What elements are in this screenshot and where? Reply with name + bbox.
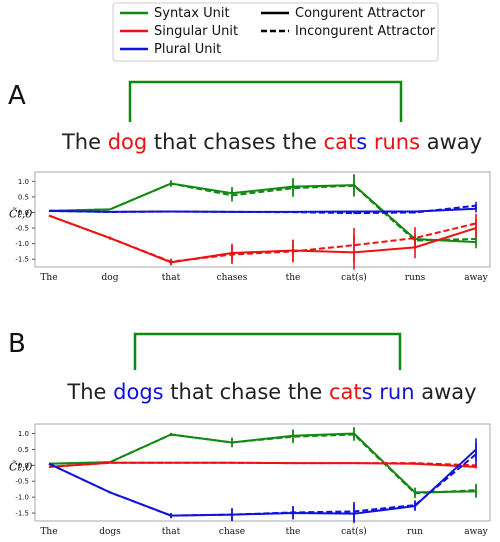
sentence-segment: s	[362, 380, 373, 404]
legend: Syntax Unit Singular Unit Plural Unit Co…	[113, 3, 438, 61]
y-tick-label: -1.0	[15, 240, 29, 248]
y-tick-label: 0.5	[18, 193, 29, 201]
panel-b-sentence: The dogs that chase the cats run away	[66, 380, 476, 404]
x-tick-label: The	[40, 527, 57, 537]
x-tick-label: cat(s)	[341, 526, 367, 537]
x-tick-label: chase	[219, 527, 245, 537]
x-tick-label: runs	[405, 273, 426, 283]
legend-label-syntax: Syntax Unit	[154, 6, 230, 21]
legend-label-plural: Plural Unit	[154, 42, 221, 57]
sentence-segment: away	[415, 380, 477, 404]
sentence-segment: The	[66, 380, 113, 404]
legend-label-incongruent: Incongurent Attractor	[295, 24, 436, 39]
panel-a-letter: A	[8, 81, 26, 111]
x-tick-label: that	[162, 273, 181, 283]
x-tick-label: away	[464, 273, 488, 283]
y-axis-label: C̃t,0	[9, 207, 32, 220]
y-tick-label: -1.0	[15, 494, 29, 502]
series-line-singular-incongruent	[49, 216, 476, 262]
x-tick-label: The	[40, 273, 57, 283]
y-tick-label: -1.5	[15, 256, 29, 264]
sentence-segment: away	[420, 130, 482, 154]
plot-frame	[35, 172, 490, 267]
y-tick-label: -0.5	[15, 478, 29, 486]
sentence-segment: that chases the	[147, 130, 323, 154]
panel-b-dependency-bracket	[135, 334, 400, 370]
sentence-segment: cat	[329, 380, 362, 404]
x-tick-label: dog	[102, 273, 119, 283]
y-tick-label: -0.5	[15, 225, 29, 233]
panel-a-dependency-bracket	[130, 82, 401, 122]
sentence-segment: cat	[324, 130, 357, 154]
panel-b-letter: B	[8, 329, 26, 359]
y-tick-label: 1.0	[18, 178, 29, 186]
sentence-segment: runs	[367, 130, 420, 154]
panel-a-sentence: The dog that chases the cats runs away	[61, 130, 482, 154]
y-tick-label: 0.5	[18, 446, 29, 454]
x-tick-label: run	[407, 527, 423, 537]
sentence-segment: The	[61, 130, 108, 154]
sentence-segment: dogs	[113, 380, 163, 404]
y-tick-label: -1.5	[15, 510, 29, 518]
x-tick-label: the	[286, 527, 301, 537]
x-tick-label: away	[464, 527, 488, 537]
x-tick-label: that	[162, 527, 181, 537]
x-tick-label: the	[286, 273, 301, 283]
sentence-segment: that chase the	[164, 380, 329, 404]
sentence-segment: run	[373, 380, 415, 404]
legend-label-congruent: Congurent Attractor	[295, 6, 426, 21]
x-tick-label: dogs	[99, 527, 121, 537]
y-axis-label: C̃t,0	[9, 460, 32, 473]
y-tick-label: 1.0	[18, 430, 29, 438]
sentence-segment: s	[356, 130, 367, 154]
legend-label-singular: Singular Unit	[154, 24, 238, 39]
sentence-segment: dog	[108, 130, 148, 154]
x-tick-label: cat(s)	[341, 272, 367, 283]
x-tick-label: chases	[217, 273, 248, 283]
